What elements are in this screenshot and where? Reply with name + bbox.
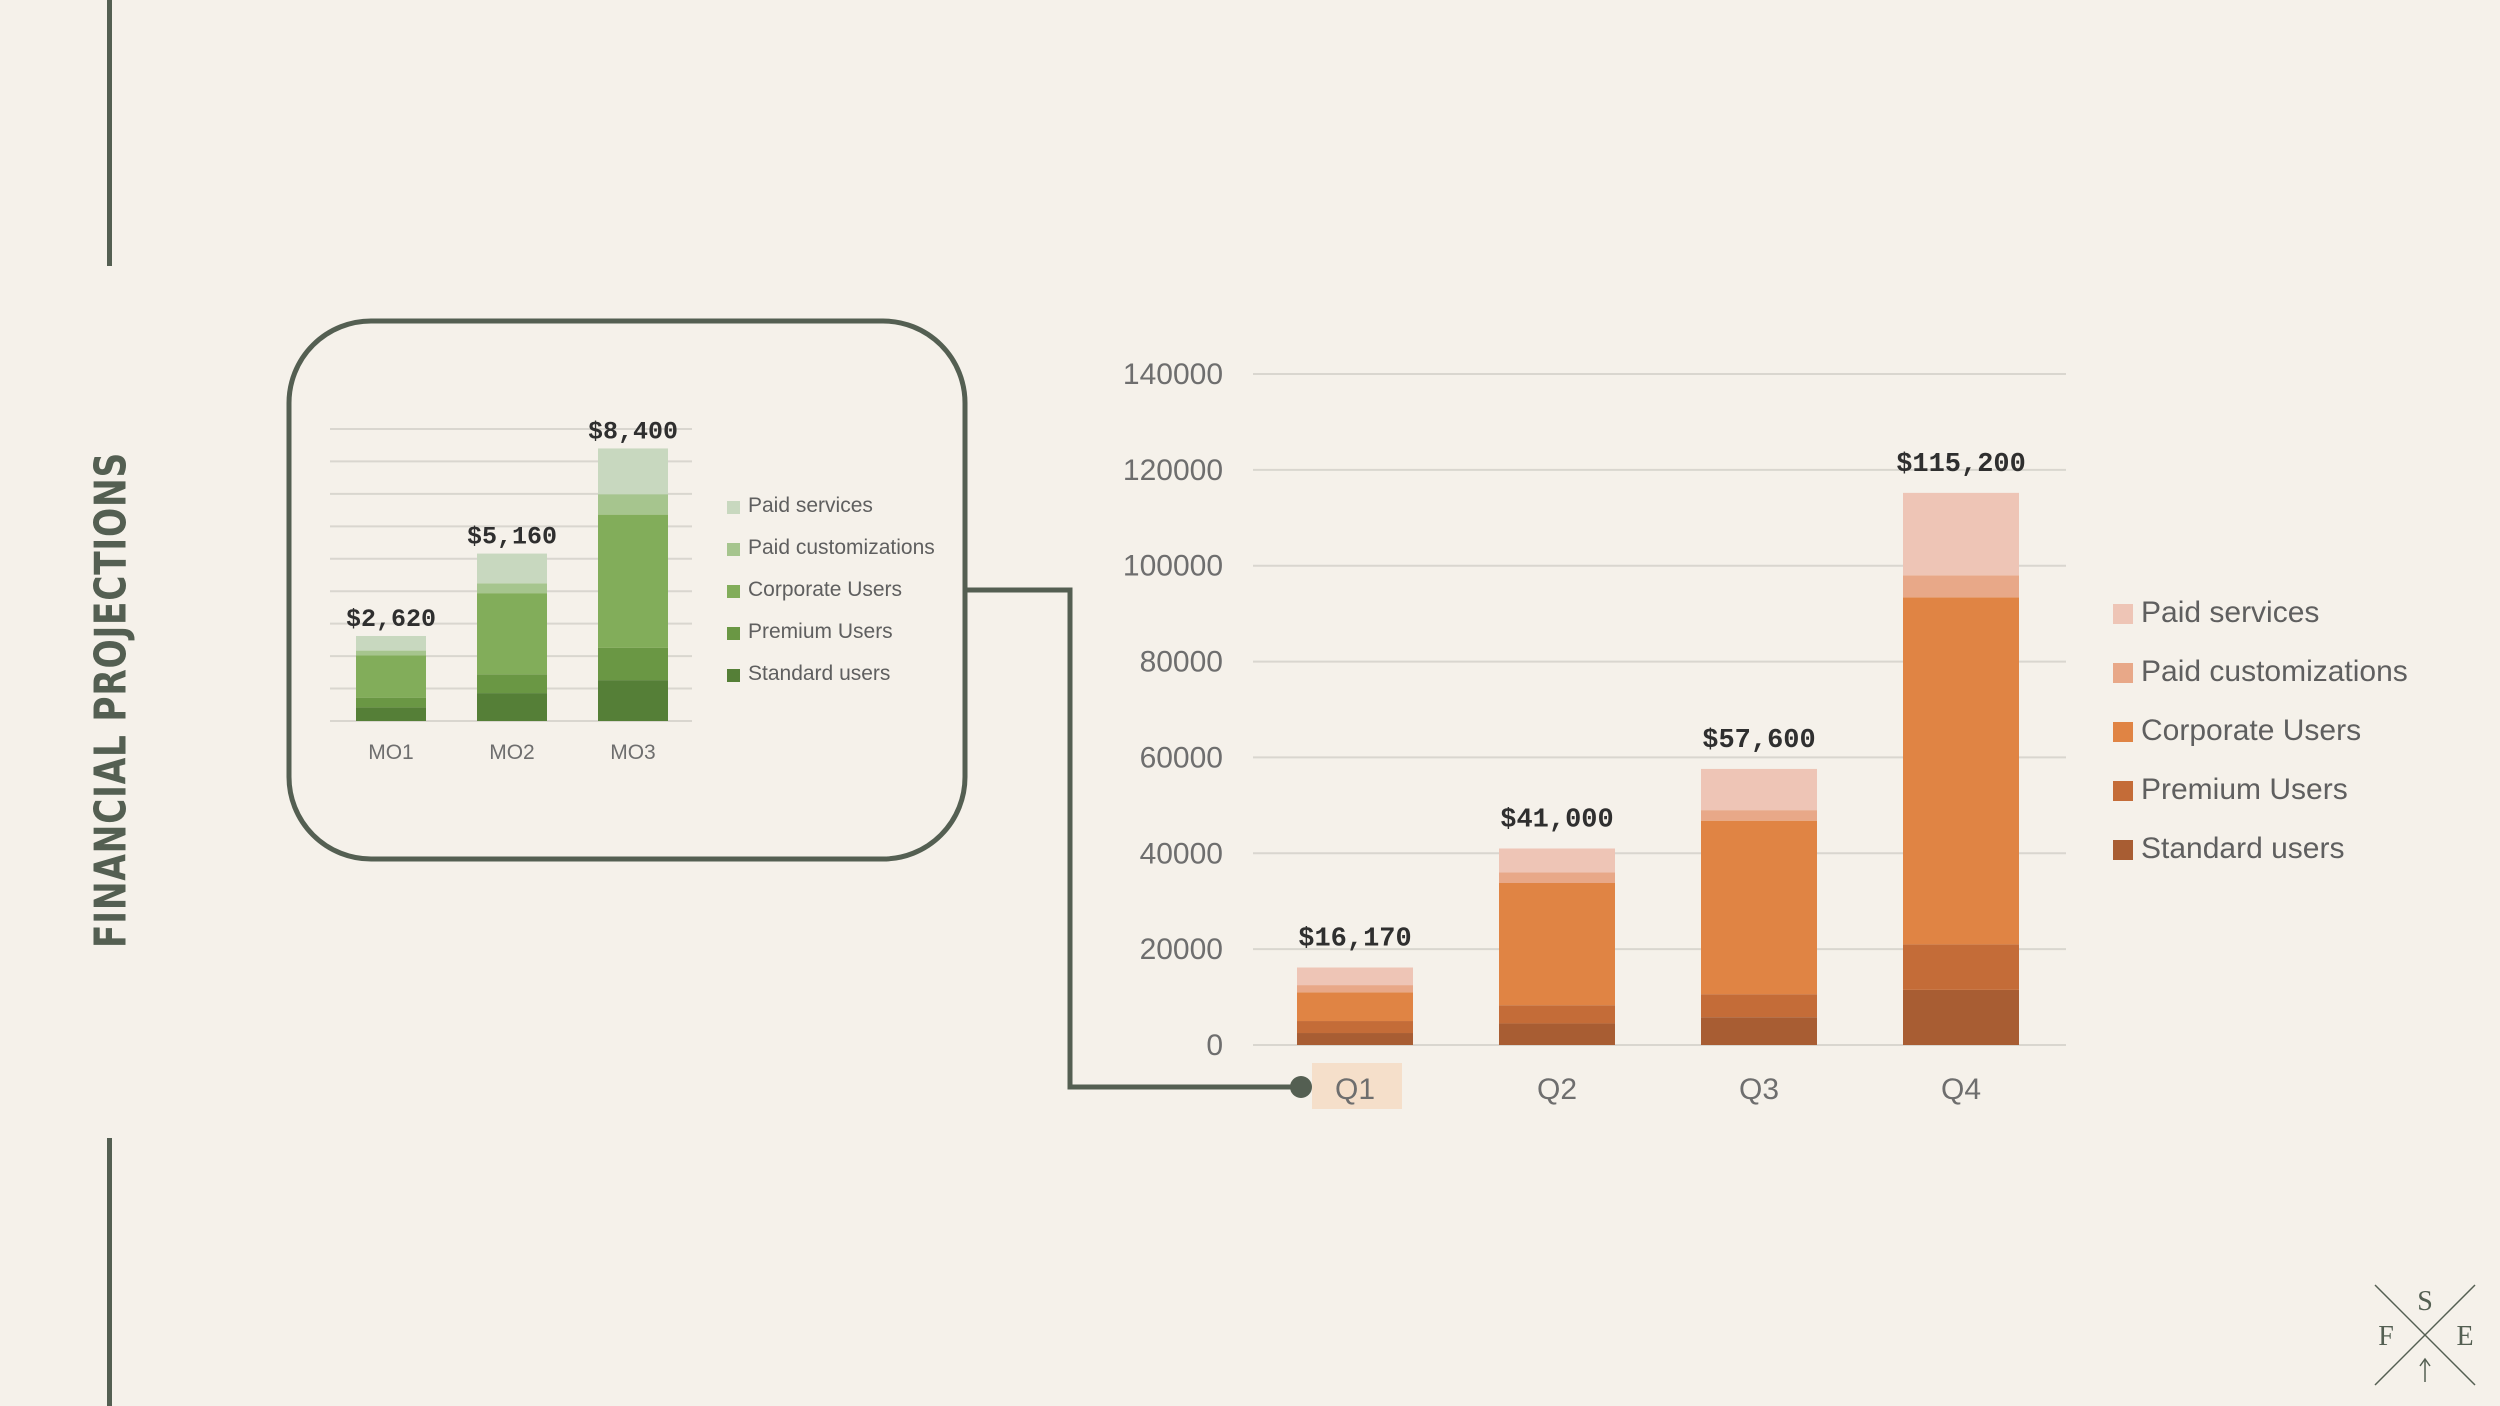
y-tick-label: 60000 (1140, 741, 1223, 774)
bar-segment-paid-customizations (1903, 575, 2019, 598)
legend-swatch (727, 669, 740, 682)
total-label: $115,200 (1896, 450, 2026, 480)
legend-swatch (2113, 663, 2133, 683)
bar-segment-corporate-users (1903, 597, 2019, 945)
bar-segment-paid-services (598, 448, 668, 495)
bar-segment-premium-users (1903, 944, 2019, 990)
total-label: $2,620 (346, 605, 436, 634)
legend-label: Paid customizations (2141, 655, 2408, 688)
quarterly-chart: 0 20000 40000 60000 80000 100000 120000 140000 $… (1123, 358, 2408, 1106)
category-label: MO1 (368, 741, 414, 764)
bar-segment-corporate-users (1499, 883, 1615, 1006)
total-label: $41,000 (1500, 805, 1613, 835)
legend-swatch (2113, 840, 2133, 860)
bar-segment-premium-users (1297, 1021, 1413, 1034)
bar-segment-standard-users (356, 707, 426, 721)
bar-segment-standard-users (477, 693, 547, 721)
total-label: $16,170 (1298, 924, 1411, 954)
y-tick-label: 100000 (1123, 550, 1223, 583)
y-tick-label: 140000 (1123, 358, 1223, 391)
bar-segment-standard-users (1499, 1023, 1615, 1045)
brand-logo: S F E (2374, 1284, 2476, 1386)
bar-segment-corporate-users (477, 593, 547, 675)
legend-swatch (727, 585, 740, 598)
legend-label: Standard users (748, 662, 890, 685)
svg-text:E: E (2456, 1321, 2473, 1352)
bar-segment-paid-customizations (1297, 985, 1413, 993)
bar-segment-paid-services (1903, 492, 2019, 576)
category-label: MO2 (489, 741, 535, 764)
legend-label: Corporate Users (2141, 714, 2361, 747)
legend-label: Paid customizations (748, 536, 935, 559)
bar-segment-corporate-users (1297, 992, 1413, 1022)
connector-dot (1290, 1076, 1312, 1098)
bar-segment-corporate-users (598, 514, 668, 648)
total-label: $8,400 (588, 417, 678, 446)
bar-segment-standard-users (1701, 1017, 1817, 1045)
legend-swatch (2113, 781, 2133, 801)
bar-segment-corporate-users (1701, 820, 1817, 995)
y-tick-label: 20000 (1140, 933, 1223, 966)
category-label: Q4 (1941, 1073, 1981, 1106)
bar-segment-corporate-users (356, 655, 426, 698)
bar-segment-paid-services (1499, 848, 1615, 873)
bar-segment-paid-customizations (477, 583, 547, 594)
category-label: MO3 (610, 741, 656, 764)
legend-label: Paid services (748, 494, 873, 517)
bar-segment-paid-customizations (1701, 810, 1817, 821)
legend-swatch (727, 543, 740, 556)
bar-segment-paid-services (356, 635, 426, 651)
q1-highlight (1312, 1063, 1402, 1109)
legend-swatch (2113, 604, 2133, 624)
total-label: $5,160 (467, 523, 557, 552)
legend-swatch (727, 627, 740, 640)
bar-segment-paid-services (1297, 967, 1413, 986)
y-tick-label: 120000 (1123, 454, 1223, 487)
bar-segment-paid-services (1701, 768, 1817, 811)
y-tick-label: 0 (1206, 1029, 1223, 1062)
bar-segment-paid-customizations (356, 650, 426, 656)
legend-swatch (2113, 722, 2133, 742)
decorative-line-bottom (107, 1138, 112, 1406)
bar-segment-paid-customizations (598, 494, 668, 515)
total-label: $57,600 (1702, 726, 1815, 756)
legend-label: Corporate Users (748, 578, 902, 601)
bar-segment-standard-users (598, 680, 668, 721)
y-tick-label: 40000 (1140, 837, 1223, 870)
bar-segment-paid-customizations (1499, 872, 1615, 884)
legend-swatch (727, 501, 740, 514)
legend-label: Paid services (2141, 596, 2319, 629)
connector-line (965, 587, 1300, 1090)
bar-segment-premium-users (477, 674, 547, 694)
svg-text:S: S (2417, 1286, 2433, 1317)
category-label: Q2 (1537, 1073, 1577, 1106)
category-label: Q3 (1739, 1073, 1779, 1106)
bar-segment-standard-users (1297, 1033, 1413, 1045)
bar-segment-paid-services (477, 553, 547, 584)
bar-segment-standard-users (1903, 989, 2019, 1045)
bar-segment-premium-users (356, 697, 426, 708)
y-tick-label: 80000 (1140, 646, 1223, 679)
bar-segment-premium-users (1701, 994, 1817, 1018)
bar-segment-premium-users (598, 647, 668, 681)
svg-text:F: F (2378, 1321, 2394, 1352)
decorative-line-top (107, 0, 112, 266)
bar-segment-premium-users (1499, 1005, 1615, 1024)
legend-label: Standard users (2141, 832, 2344, 865)
legend-label: Premium Users (2141, 773, 2348, 806)
category-label: Q1 (1335, 1073, 1375, 1106)
monthly-chart: $2,620 MO1 $5,160 MO2 $8,400 MO3 Paid services… (330, 417, 935, 764)
legend-label: Premium Users (748, 620, 893, 643)
